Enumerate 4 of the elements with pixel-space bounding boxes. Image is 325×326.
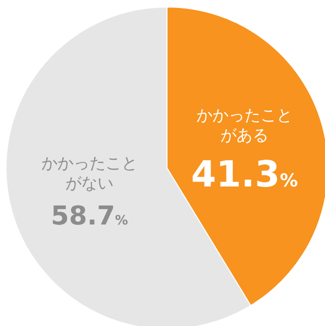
data-label: 41.3%: [191, 154, 298, 196]
data-label: 58.7%: [50, 202, 128, 232]
slice-label: かかったことがある: [196, 105, 293, 144]
slice-label: かかったことがない: [41, 154, 138, 193]
